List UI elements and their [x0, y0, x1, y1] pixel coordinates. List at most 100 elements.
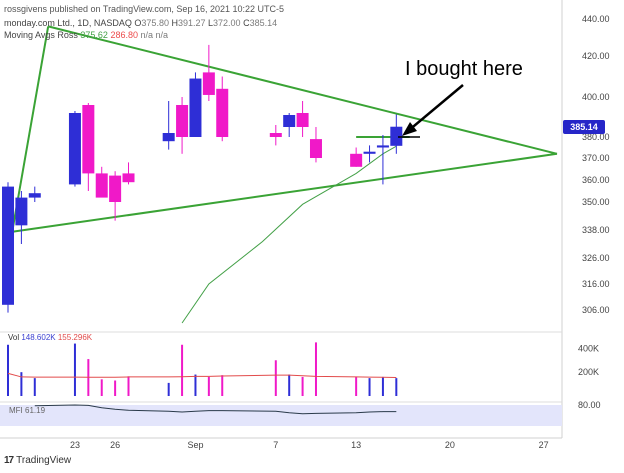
- candle: [189, 72, 202, 137]
- candle-body: [216, 88, 229, 137]
- candle: [28, 186, 41, 202]
- candle-body: [350, 153, 363, 167]
- price-tick-label: 420.00: [582, 51, 610, 61]
- time-tick-label: 13: [351, 440, 361, 450]
- moving-avg-legend: Moving Avgs Ross 375.62 286.80 n/a n/a: [4, 30, 168, 40]
- candle-body: [189, 78, 202, 137]
- time-tick-label: Sep: [187, 440, 203, 450]
- candle-body: [309, 139, 322, 158]
- volume-tick-label: 200K: [578, 367, 599, 377]
- price-tick-label: 380.00: [582, 132, 610, 142]
- open-label: O: [134, 18, 142, 28]
- close-value: 385.14: [249, 18, 278, 28]
- candle-body: [15, 197, 28, 226]
- candle-body: [2, 186, 14, 305]
- mfi-label: MFI: [9, 406, 23, 415]
- volume-label: Vol: [8, 333, 20, 342]
- mfi-band-rect: [0, 405, 562, 426]
- candle: [122, 162, 135, 185]
- time-tick-label: 26: [110, 440, 120, 450]
- candle: [376, 135, 389, 185]
- candle: [176, 97, 189, 154]
- ma-label: Moving Avgs Ross: [4, 30, 78, 40]
- candle: [269, 125, 282, 146]
- moving-average-layer: [181, 145, 397, 324]
- symbol-legend: monday.com Ltd., 1D, NASDAQ O375.80 H391…: [4, 18, 277, 28]
- candle-body: [28, 193, 41, 198]
- trendline-layer: [7, 25, 558, 256]
- volume-tick-label: 400K: [578, 343, 599, 353]
- time-tick-label: 7: [273, 440, 278, 450]
- time-tick-label: 23: [70, 440, 80, 450]
- candle-body: [269, 133, 282, 137]
- candle-body: [296, 113, 309, 127]
- candle: [82, 103, 95, 191]
- candle-body: [95, 173, 108, 198]
- candle: [2, 182, 14, 313]
- publisher-line: rossgivens published on TradingView.com,…: [4, 4, 285, 14]
- trendline: [7, 26, 50, 256]
- candle: [350, 147, 363, 167]
- price-tick-label: 306.00: [582, 305, 610, 315]
- time-tick-label: 20: [445, 440, 455, 450]
- tradingview-wordmark: TradingView: [16, 455, 72, 466]
- close-label: C: [243, 18, 250, 28]
- ma-value-d: n/a: [155, 30, 169, 40]
- candle-body: [376, 145, 389, 148]
- trendline: [7, 152, 558, 234]
- low-label: L: [208, 18, 214, 28]
- ma-value-a: 375.62: [80, 30, 108, 40]
- volume-layer: [7, 342, 398, 396]
- mfi-value: 61.19: [25, 406, 46, 415]
- candle: [390, 114, 403, 154]
- high-value: 391.27: [177, 18, 206, 28]
- tradingview-logo[interactable]: 17 TradingView: [4, 455, 71, 466]
- candle-body: [390, 126, 403, 146]
- price-tick-label: 370.00: [582, 153, 610, 163]
- ma-value-b: 286.80: [110, 30, 138, 40]
- candle: [109, 171, 122, 221]
- candle: [162, 101, 175, 150]
- candles-layer[interactable]: [2, 44, 403, 313]
- price-axis[interactable]: 306.00 316.00 326.00 338.00 350.00 360.00 370.…: [578, 14, 610, 410]
- last-price-badge: 385.14: [563, 120, 605, 134]
- ma-value-c: n/a: [140, 30, 153, 40]
- candle: [68, 111, 81, 187]
- candle-body: [176, 105, 189, 137]
- price-tick-label: 350.00: [582, 197, 610, 207]
- candle-body: [68, 113, 81, 185]
- candle: [15, 191, 28, 244]
- price-tick-label: 338.00: [582, 225, 610, 235]
- candle-body: [202, 72, 215, 95]
- time-tick-label: 27: [539, 440, 549, 450]
- mfi-layer: [34, 404, 397, 415]
- volume-legend: Vol 148.602K 155.296K: [8, 333, 92, 342]
- annotation-arrow: [398, 84, 464, 138]
- annotation-text: I bought here: [405, 58, 523, 80]
- candle-body: [122, 173, 135, 183]
- symbol-name: monday.com Ltd., 1D, NASDAQ: [4, 18, 132, 28]
- candle-body: [283, 115, 296, 127]
- mfi-tick-label: 80.00: [578, 400, 601, 410]
- high-label: H: [171, 18, 178, 28]
- candle: [95, 166, 108, 198]
- mfi-line: [34, 404, 397, 415]
- time-axis[interactable]: 23 26 Sep 7 13 20 27: [70, 440, 549, 450]
- volume-value: 148.602K: [21, 333, 56, 342]
- mfi-legend: MFI 61.19: [9, 406, 45, 415]
- price-tick-label: 316.00: [582, 279, 610, 289]
- candle-body: [162, 133, 175, 142]
- open-value: 375.80: [141, 18, 169, 28]
- tradingview-logo-icon: 17: [4, 455, 14, 466]
- trendline: [47, 25, 558, 155]
- price-tick-label: 326.00: [582, 253, 610, 263]
- moving-average-line: [181, 145, 397, 324]
- volume-ma-line: [7, 372, 397, 379]
- candle: [296, 101, 309, 137]
- mfi-band: [0, 405, 562, 426]
- candle: [283, 113, 296, 137]
- candle-body: [109, 175, 122, 202]
- price-tick-label: 360.00: [582, 175, 610, 185]
- candle-body: [82, 105, 95, 174]
